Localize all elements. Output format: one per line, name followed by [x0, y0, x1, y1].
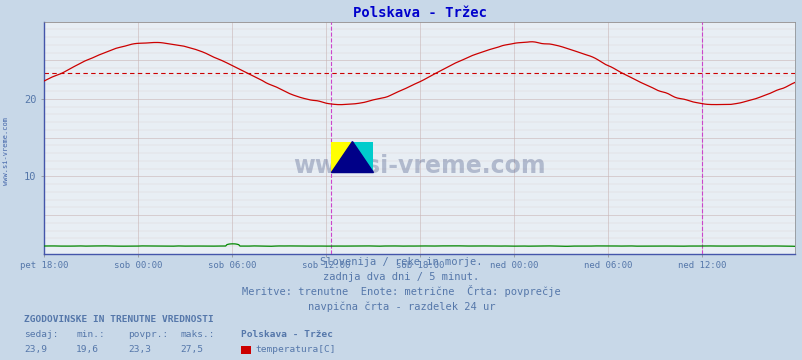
Text: 19,6: 19,6: [76, 346, 99, 355]
Text: www.si-vreme.com: www.si-vreme.com: [293, 154, 545, 177]
Text: navpična črta - razdelek 24 ur: navpična črta - razdelek 24 ur: [307, 301, 495, 312]
Text: min.:: min.:: [76, 330, 105, 339]
Text: zadnja dva dni / 5 minut.: zadnja dva dni / 5 minut.: [323, 272, 479, 282]
Text: 27,5: 27,5: [180, 346, 204, 355]
Text: 23,3: 23,3: [128, 346, 152, 355]
Text: temperatura[C]: temperatura[C]: [255, 346, 335, 355]
Text: maks.:: maks.:: [180, 330, 215, 339]
Text: Polskava - Tržec: Polskava - Tržec: [241, 330, 333, 339]
Text: sedaj:: sedaj:: [24, 330, 59, 339]
Text: Meritve: trenutne  Enote: metrične  Črta: povprečje: Meritve: trenutne Enote: metrične Črta: …: [242, 285, 560, 297]
Text: ZGODOVINSKE IN TRENUTNE VREDNOSTI: ZGODOVINSKE IN TRENUTNE VREDNOSTI: [24, 315, 213, 324]
FancyBboxPatch shape: [352, 141, 373, 172]
Text: 23,9: 23,9: [24, 346, 47, 355]
FancyBboxPatch shape: [331, 141, 352, 172]
Text: povpr.:: povpr.:: [128, 330, 168, 339]
Text: Slovenija / reke in morje.: Slovenija / reke in morje.: [320, 257, 482, 267]
Polygon shape: [331, 141, 373, 172]
Text: www.si-vreme.com: www.si-vreme.com: [3, 117, 10, 185]
Title: Polskava - Tržec: Polskava - Tržec: [352, 6, 486, 21]
